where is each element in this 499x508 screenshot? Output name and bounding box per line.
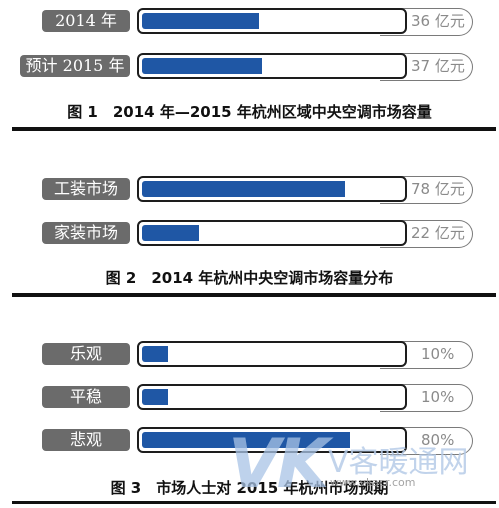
category-label: 乐观 xyxy=(42,343,130,365)
divider xyxy=(12,293,496,297)
bar-row: 乐观 10% xyxy=(0,339,499,369)
value-label: 80% xyxy=(421,431,455,449)
chart-caption: 图 1 2014 年—2015 年杭州区域中央空调市场容量 xyxy=(67,103,432,121)
bar-fill xyxy=(142,13,259,29)
bar-fill xyxy=(142,58,262,74)
figure-2: 工装市场 78 亿元 家装市场 22 亿元 图 2 2014 年杭州中央空调市场… xyxy=(0,170,499,310)
bar-track xyxy=(137,384,407,410)
bar-fill xyxy=(142,389,168,405)
bar-row: 悲观 80% xyxy=(0,425,499,455)
chart-caption: 图 3 市场人士对 2015 年杭州市场预期 xyxy=(110,479,389,497)
category-label: 预计 2015 年 xyxy=(20,55,130,77)
chart-caption: 图 2 2014 年杭州中央空调市场容量分布 xyxy=(105,269,394,287)
value-label: 10% xyxy=(421,388,455,406)
figure-1: 2014 年 36 亿元 预计 2015 年 37 亿元 图 1 2014 年—… xyxy=(0,0,499,140)
bar-track xyxy=(137,220,407,246)
bar-row: 工装市场 78 亿元 xyxy=(0,174,499,204)
divider xyxy=(12,127,496,131)
bar-track xyxy=(137,53,407,79)
bar-track xyxy=(137,341,407,367)
value-label: 78 亿元 xyxy=(411,180,465,198)
value-label: 37 亿元 xyxy=(411,57,465,75)
category-label: 2014 年 xyxy=(42,10,130,32)
category-label: 工装市场 xyxy=(42,178,130,200)
value-label: 36 亿元 xyxy=(411,12,465,30)
value-label: 10% xyxy=(421,345,455,363)
bar-fill xyxy=(142,181,345,197)
bar-row: 预计 2015 年 37 亿元 xyxy=(0,51,499,81)
value-label: 22 亿元 xyxy=(411,224,465,242)
bar-fill xyxy=(142,432,350,448)
bar-fill xyxy=(142,346,168,362)
bar-track xyxy=(137,176,407,202)
category-label: 家装市场 xyxy=(42,222,130,244)
category-label: 悲观 xyxy=(42,429,130,451)
bar-row: 2014 年 36 亿元 xyxy=(0,6,499,36)
bar-row: 平稳 10% xyxy=(0,382,499,412)
divider xyxy=(12,501,496,504)
bar-row: 家装市场 22 亿元 xyxy=(0,218,499,248)
bar-track xyxy=(137,427,407,453)
category-label: 平稳 xyxy=(42,386,130,408)
figure-3: 乐观 10% 平稳 10% 悲观 80% 图 3 市场人士对 2015 年杭州市… xyxy=(0,335,499,508)
bar-fill xyxy=(142,225,199,241)
bar-track xyxy=(137,8,407,34)
